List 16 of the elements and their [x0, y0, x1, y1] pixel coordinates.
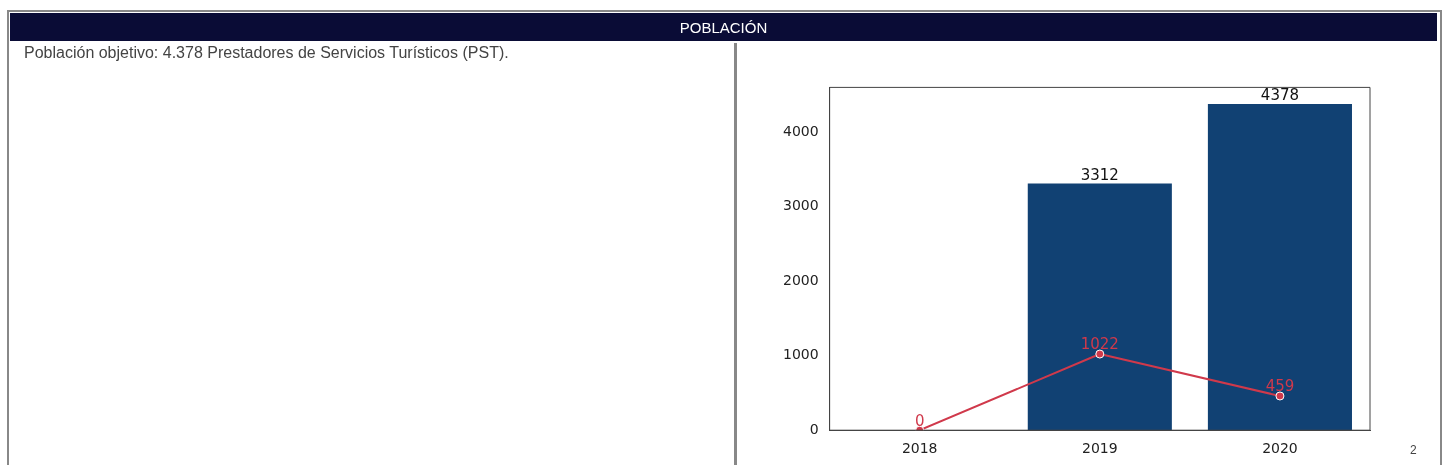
y-tick-label: 4000	[782, 122, 819, 139]
x-tick-label: 2018	[901, 440, 938, 457]
data-label: 459	[1265, 377, 1295, 396]
data-label: 3312	[1080, 165, 1119, 184]
data-label: 1022	[1080, 335, 1119, 354]
text: 2	[1410, 443, 1417, 457]
y-tick-label: 0	[809, 420, 819, 437]
data-label: 4378	[1260, 86, 1300, 105]
chart-title: POBLACIÓN	[10, 13, 1437, 41]
x-tick-label: 2020	[1262, 440, 1298, 457]
y-tick-label: 1000	[782, 346, 819, 363]
data-label: 0	[914, 411, 925, 430]
y-tick-label: 3000	[782, 197, 819, 214]
y-tick-label: 2000	[782, 271, 819, 288]
x-tick-label: 2019	[1081, 440, 1118, 457]
text: Población objetivo: 4.378 Prestadores de Servicios Turísticos (PST).	[24, 44, 509, 62]
